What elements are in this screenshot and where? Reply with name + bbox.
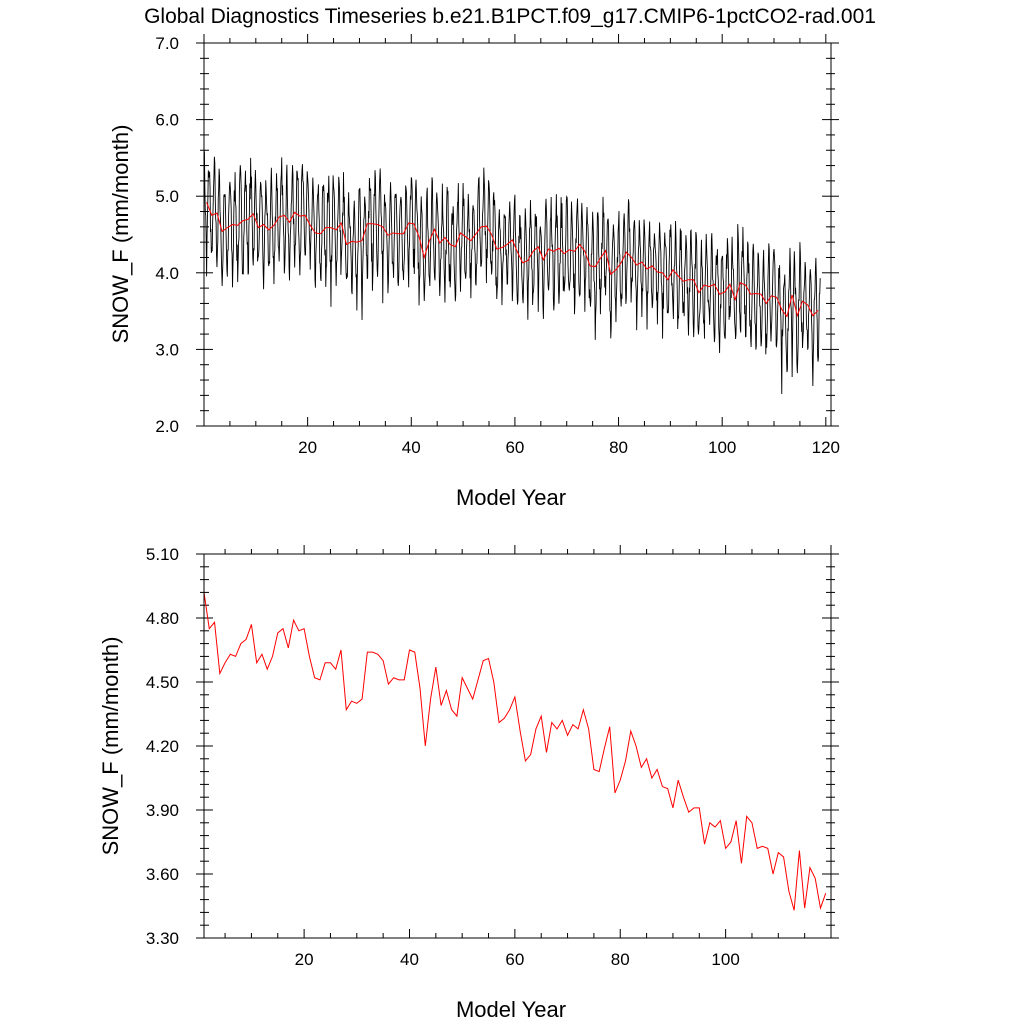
top-series-annual-line <box>206 202 819 318</box>
bottom-y-tick-label: 4.50 <box>146 673 179 692</box>
bottom-plot-xlabel: Model Year <box>456 997 566 1022</box>
top-plot-series <box>204 151 821 394</box>
bottom-x-tick-label: 100 <box>711 950 739 969</box>
top-x-tick-label: 40 <box>402 438 421 457</box>
bottom-plot-axes: 20 40 60 80 100 3.30 3.60 3.90 4.20 4.50 4.80 5.10 <box>146 545 839 969</box>
bottom-plot-series <box>204 592 827 911</box>
top-plot-frame <box>203 42 832 427</box>
top-x-tick-label: 20 <box>298 438 317 457</box>
top-y-tick-label: 2.0 <box>155 417 179 436</box>
bottom-y-tick-label: 3.30 <box>146 929 179 948</box>
bottom-x-tick-label: 60 <box>505 950 524 969</box>
bottom-x-tick-label: 80 <box>611 950 630 969</box>
bottom-y-tick-label: 3.90 <box>146 801 179 820</box>
bottom-series-annual-line <box>204 592 827 911</box>
bottom-y-tick-label: 5.10 <box>146 545 179 564</box>
bottom-y-tick-label: 3.60 <box>146 865 179 884</box>
bottom-plot-frame <box>203 553 832 939</box>
top-series-monthly-line <box>204 151 821 394</box>
top-y-tick-label: 4.0 <box>155 264 179 283</box>
top-y-tick-label: 5.0 <box>155 187 179 206</box>
top-plot-xlabel: Model Year <box>456 485 566 510</box>
top-x-tick-label: 120 <box>812 438 840 457</box>
figure-title: Global Diagnostics Timeseries b.e21.B1PC… <box>144 5 876 28</box>
top-x-tick-label: 60 <box>505 438 524 457</box>
top-y-tick-label: 7.0 <box>155 34 179 53</box>
bottom-plot-panel: 20 40 60 80 1003.303.603.904.204.504.805.10 … <box>98 545 839 1022</box>
top-x-tick-label: 80 <box>609 438 628 457</box>
top-plot-panel: 20 40 60 80 100 120 2.0 3.0 4.0 5.0 6.0 7.0 Model Y… <box>108 34 840 510</box>
top-y-tick-label: 6.0 <box>155 111 179 130</box>
top-plot-axes: 20 40 60 80 100 120 2.0 3.0 4.0 5.0 6.0 7.0 <box>155 34 840 457</box>
top-y-tick-label: 3.0 <box>155 340 179 359</box>
bottom-y-tick-label: 4.80 <box>146 609 179 628</box>
bottom-y-tick-label: 4.20 <box>146 737 179 756</box>
top-plot-ylabel: SNOW_F (mm/month) <box>108 125 133 344</box>
bottom-x-tick-label: 20 <box>295 950 314 969</box>
bottom-x-tick-label: 40 <box>400 950 419 969</box>
top-x-tick-label: 100 <box>708 438 736 457</box>
bottom-plot-ylabel: SNOW_F (mm/month) <box>98 637 123 856</box>
